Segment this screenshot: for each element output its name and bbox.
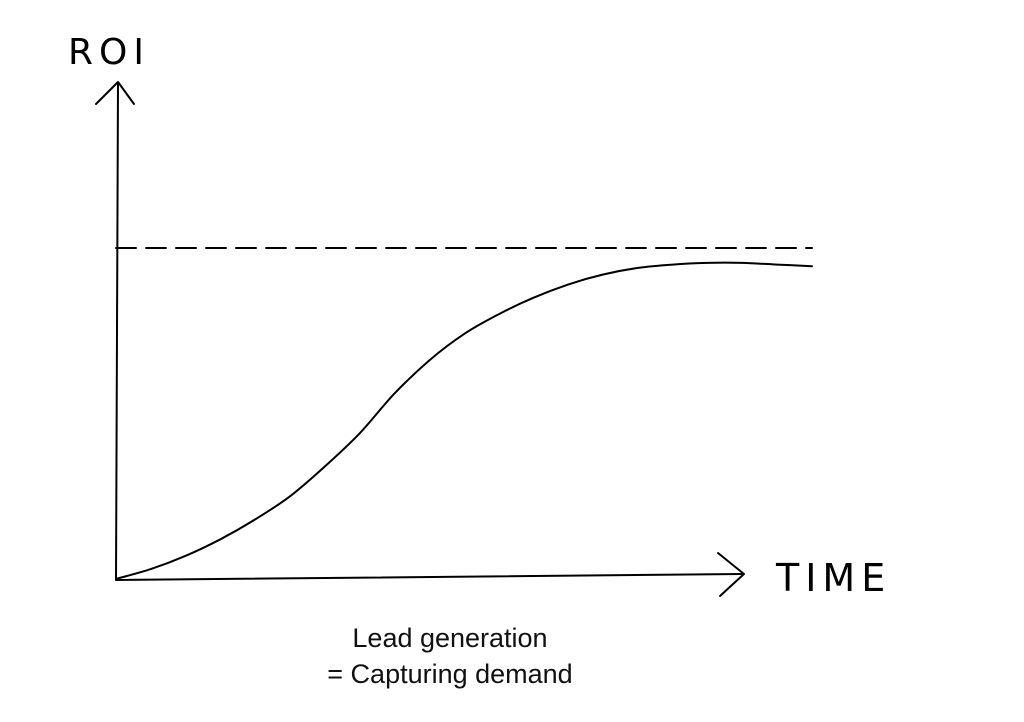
y-axis-label: ROI: [68, 32, 150, 73]
caption-line-1: Lead generation: [352, 623, 548, 653]
chart-caption: Lead generation = Capturing demand: [250, 620, 650, 692]
x-axis-arrowhead: [717, 552, 745, 597]
series-layer: [115, 247, 813, 580]
y-axis-line: [115, 83, 119, 581]
caption-line-2: = Capturing demand: [327, 659, 573, 689]
x-axis-line: [115, 573, 743, 581]
roi-curve-line: [115, 261, 813, 580]
x-axis-label: TIME: [775, 556, 891, 600]
y-axis-arrowhead: [95, 81, 135, 105]
